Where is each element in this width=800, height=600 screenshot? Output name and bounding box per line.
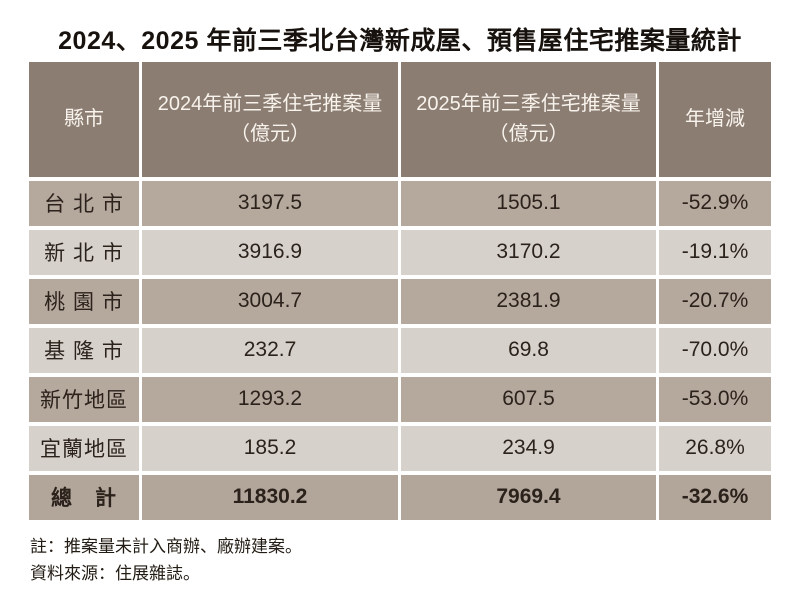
total-cell-change: -32.6% <box>659 474 771 520</box>
footnote-source: 資料來源：住展雜誌。 <box>30 563 200 583</box>
row-cell-2025: 234.9 <box>401 425 656 471</box>
header-cell-2024: 2024年前三季住宅推案量 （億元） <box>142 61 398 177</box>
total-cell-2025: 7969.4 <box>401 474 656 520</box>
total-cell-2024: 11830.2 <box>142 474 398 520</box>
row-cell-2024: 3004.7 <box>142 278 398 324</box>
footnotes: 註：推案量未計入商辦、廠辦建案。 資料來源：住展雜誌。 <box>30 533 800 587</box>
header-label-region: 縣市 <box>64 108 104 130</box>
row-cell-change: -52.9% <box>659 180 771 226</box>
row-cell-region: 基 隆 市 <box>29 327 139 373</box>
header-label-change: 年增減 <box>685 108 745 130</box>
header-label-2025: 2025年前三季住宅推案量 （億元） <box>416 93 641 145</box>
row-cell-region: 台 北 市 <box>29 180 139 226</box>
row-cell-2025: 3170.2 <box>401 229 656 275</box>
header-label-2024: 2024年前三季住宅推案量 （億元） <box>157 93 383 145</box>
row-cell-region: 新竹地區 <box>29 376 139 422</box>
page-title: 2024、2025 年前三季北台灣新成屋、預售屋住宅推案量統計 <box>58 27 742 55</box>
row-cell-change: -19.1% <box>659 229 771 275</box>
row-cell-2024: 1293.2 <box>142 376 398 422</box>
stats-table: 縣市 2024年前三季住宅推案量 （億元） 2025年前三季住宅推案量 （億元）… <box>29 61 771 520</box>
row-cell-2024: 3197.5 <box>142 180 398 226</box>
row-cell-2024: 232.7 <box>142 327 398 373</box>
row-cell-change: 26.8% <box>659 425 771 471</box>
row-cell-region: 桃 園 市 <box>29 278 139 324</box>
row-cell-region: 宜蘭地區 <box>29 425 139 471</box>
header-cell-change: 年增減 <box>659 61 771 177</box>
header-cell-region: 縣市 <box>29 61 139 177</box>
row-cell-2024: 3916.9 <box>142 229 398 275</box>
row-cell-2024: 185.2 <box>142 425 398 471</box>
row-cell-change: -20.7% <box>659 278 771 324</box>
total-cell-region: 總 計 <box>29 474 139 520</box>
row-cell-2025: 1505.1 <box>401 180 656 226</box>
footnote-disclaimer: 註：推案量未計入商辦、廠辦建案。 <box>30 536 302 556</box>
row-cell-2025: 2381.9 <box>401 278 656 324</box>
row-cell-2025: 69.8 <box>401 327 656 373</box>
row-cell-change: -70.0% <box>659 327 771 373</box>
header-cell-2025: 2025年前三季住宅推案量 （億元） <box>401 61 656 177</box>
row-cell-change: -53.0% <box>659 376 771 422</box>
row-cell-2025: 607.5 <box>401 376 656 422</box>
row-cell-region: 新 北 市 <box>29 229 139 275</box>
